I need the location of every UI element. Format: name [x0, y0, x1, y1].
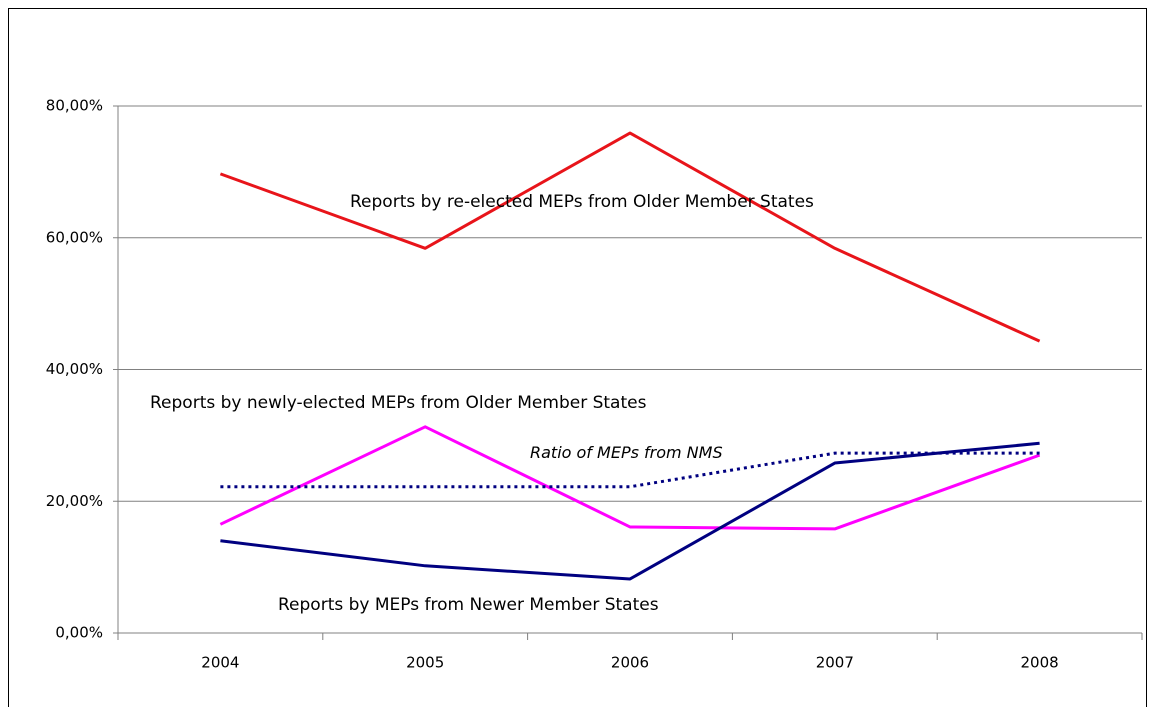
x-tick-label: 2004 [201, 654, 239, 672]
series-annotation: Reports by MEPs from Newer Member States [278, 595, 659, 615]
y-tick-label: 60,00% [46, 228, 103, 246]
series-line [220, 441, 1040, 581]
series-line [219, 131, 1041, 343]
y-tick-label: 80,00% [46, 97, 103, 115]
x-tick-label: 2006 [611, 654, 649, 672]
y-tick-label: 0,00% [55, 624, 103, 642]
chart-frame [8, 8, 1147, 707]
series-line [219, 425, 1041, 531]
series-annotation: Reports by re-elected MEPs from Older Me… [350, 192, 814, 212]
x-tick-label: 2005 [406, 654, 444, 672]
y-tick-label: 20,00% [46, 492, 103, 510]
x-tick-label: 2008 [1021, 654, 1059, 672]
series-annotation: Ratio of MEPs from NMS [530, 443, 723, 462]
series-annotation: Reports by newly-elected MEPs from Older… [150, 393, 647, 413]
y-tick-label: 40,00% [46, 360, 103, 378]
x-tick-label: 2007 [816, 654, 854, 672]
